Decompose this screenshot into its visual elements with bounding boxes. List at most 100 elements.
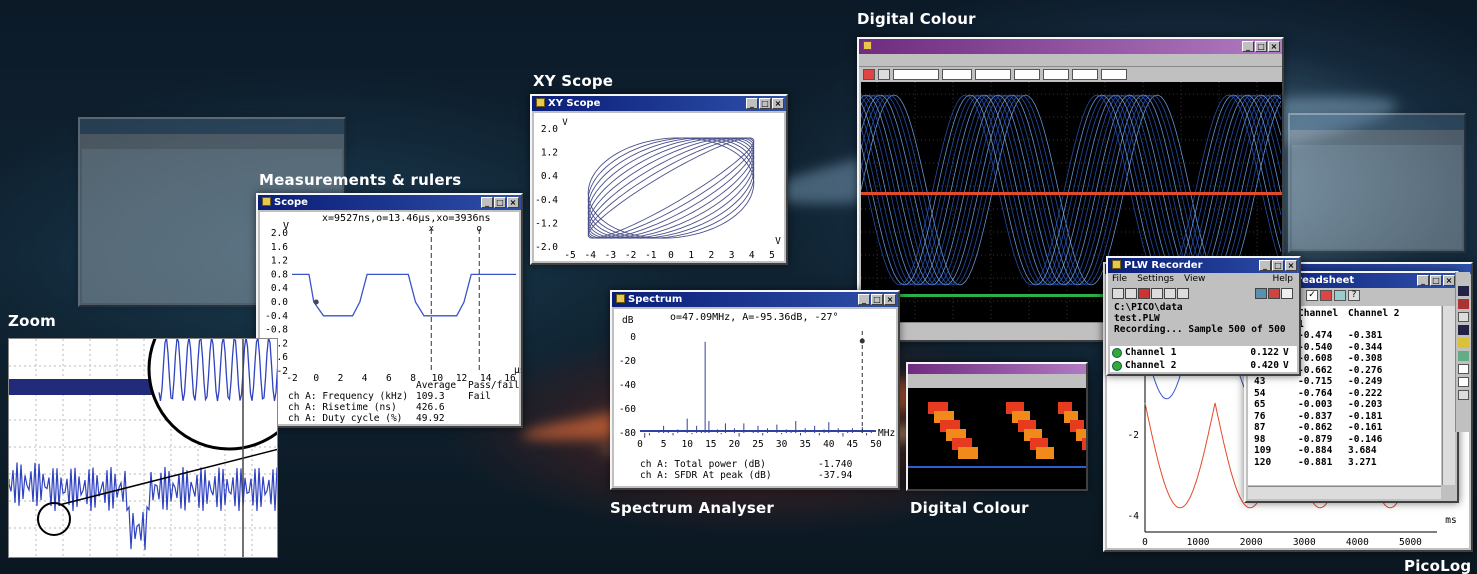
table-row[interactable]: 76 -0.837 -0.181: [1248, 411, 1441, 423]
digital-colour-small-plot: [908, 388, 1086, 489]
table-cell: 109: [1254, 445, 1272, 456]
table-row[interactable]: 109 -0.884 3.684: [1248, 445, 1441, 457]
close-button[interactable]: ×: [507, 197, 519, 208]
pause-icon[interactable]: [1151, 288, 1163, 299]
minimize-button[interactable]: _: [1242, 41, 1254, 52]
x-tick-label: 2: [709, 250, 715, 261]
check-icon[interactable]: [1457, 377, 1469, 387]
lissajous-trace: [587, 137, 755, 239]
spectrum-table: ch A: Total power (dB) -1.740 ch A: SFDR …: [640, 459, 852, 481]
table-row[interactable]: -0.540 -0.344: [1248, 342, 1441, 354]
vertical-scrollbar[interactable]: [1442, 306, 1455, 485]
maximize-button[interactable]: □: [1272, 260, 1284, 271]
chart-icon[interactable]: [1268, 288, 1280, 299]
maximize-button[interactable]: □: [871, 294, 883, 305]
table-cell: 3.684: [1348, 445, 1377, 456]
close-button[interactable]: ×: [1285, 260, 1297, 271]
stop-icon[interactable]: [1320, 290, 1332, 301]
table-row[interactable]: 87 -0.862 -0.161: [1248, 422, 1441, 434]
channel-row[interactable]: Channel 2 0.420 V: [1110, 359, 1297, 372]
x-tick-label: 20: [729, 439, 741, 450]
folder-icon[interactable]: [1457, 338, 1469, 348]
y-tick-label: 0.0: [271, 297, 288, 308]
spreadsheet-toolbar: ✓ ?: [1246, 288, 1457, 304]
open-icon[interactable]: [1125, 288, 1137, 299]
table-row[interactable]: -0.662 -0.276: [1248, 365, 1441, 377]
digital-colour-plot: [861, 82, 1282, 322]
table-cell: -0.715: [1298, 376, 1333, 387]
record-icon[interactable]: [1457, 299, 1469, 309]
table-cell: -0.203: [1348, 399, 1383, 410]
y-tick-label: 1.2: [271, 256, 288, 267]
close-button[interactable]: ×: [1443, 275, 1455, 286]
x-tick-label: 0: [668, 250, 674, 261]
table-cell: -0.161: [1348, 422, 1383, 433]
table-icon[interactable]: [1281, 288, 1293, 299]
table-row[interactable]: 98 -0.879 -0.146: [1248, 434, 1441, 446]
y-tick-label: -4: [1128, 511, 1140, 522]
table-cell: 54: [1254, 387, 1266, 399]
maximize-button[interactable]: □: [1255, 41, 1267, 52]
save-icon[interactable]: [1112, 288, 1124, 299]
close-button[interactable]: ×: [884, 294, 896, 305]
table-cell: -0.474: [1298, 330, 1333, 341]
close-button[interactable]: ×: [772, 98, 784, 109]
zoom-circle: [37, 502, 71, 536]
help-icon[interactable]: ?: [1348, 290, 1360, 301]
y-unit-label: V: [562, 118, 568, 128]
grid-icon[interactable]: [1457, 351, 1469, 361]
help-icon[interactable]: [1457, 390, 1469, 400]
channel-row[interactable]: Channel 1 0.122 V: [1110, 346, 1297, 359]
table-cell: -0.381: [1348, 330, 1383, 341]
minimize-button[interactable]: _: [746, 98, 758, 109]
recorder-info: C:\PICO\data test.PLW Recording... Sampl…: [1114, 302, 1286, 335]
recorder-view-toolbar: [1255, 288, 1293, 299]
close-button[interactable]: ×: [1268, 41, 1280, 52]
minimize-button[interactable]: _: [481, 197, 493, 208]
y-tick-label: -0.4: [265, 311, 288, 322]
x-tick-label: 30: [776, 439, 788, 450]
x-tick-label: 0: [313, 373, 319, 381]
maximize-button[interactable]: □: [1430, 275, 1442, 286]
minimize-button[interactable]: _: [858, 294, 870, 305]
lissajous-trace: [587, 137, 755, 239]
minimize-button[interactable]: _: [1417, 275, 1429, 286]
table-row[interactable]: 120 -0.881 3.271: [1248, 457, 1441, 469]
y-tick-label: -80: [619, 428, 636, 439]
minimize-button[interactable]: _: [1259, 260, 1271, 271]
menu-view[interactable]: View: [1183, 274, 1206, 284]
x-tick-label: 35: [799, 439, 810, 450]
help-icon[interactable]: [1177, 288, 1189, 299]
y-tick-label: -2: [277, 366, 288, 377]
x-tick-label: 40: [823, 439, 835, 450]
table-icon[interactable]: [1334, 290, 1346, 301]
table-cell: -0.881: [1298, 456, 1333, 468]
menu-help[interactable]: Help: [1272, 274, 1293, 284]
table-row[interactable]: -0.608 -0.308: [1248, 353, 1441, 365]
note-icon[interactable]: [1457, 312, 1469, 322]
xy-scope-window: XY Scope _ □ × V 2.0 1.2 0.4 -0.4 -1.2 -2.0 -5 -4-…: [530, 94, 788, 265]
record-icon[interactable]: [1138, 288, 1150, 299]
digital-low-level: [861, 294, 1282, 297]
maximize-button[interactable]: □: [494, 197, 506, 208]
table-row[interactable]: -0.474 -0.381: [1248, 330, 1441, 342]
table-row[interactable]: 65 -0.003 -0.203: [1248, 399, 1441, 411]
y-tick-label: -2.0: [535, 242, 558, 253]
menu-file[interactable]: File: [1112, 274, 1128, 284]
colour-burst: [1082, 438, 1086, 450]
table-row[interactable]: 54 -0.764 -0.222: [1248, 388, 1441, 400]
arrow-up-icon[interactable]: [1457, 286, 1469, 296]
menu-settings[interactable]: Settings: [1137, 274, 1174, 284]
graph-icon[interactable]: [1255, 288, 1267, 299]
y-unit-label: V: [283, 221, 289, 232]
maximize-button[interactable]: □: [759, 98, 771, 109]
list-icon[interactable]: [1457, 364, 1469, 374]
stop-icon[interactable]: [1164, 288, 1176, 299]
check-icon[interactable]: ✓: [1306, 290, 1318, 301]
table-row[interactable]: 43 -0.715 -0.249: [1248, 376, 1441, 388]
table-cell: 43: [1254, 376, 1266, 387]
horizontal-scrollbar[interactable]: [1248, 486, 1441, 499]
zoom-trace: [9, 462, 277, 550]
arrow-down-icon[interactable]: [1457, 325, 1469, 335]
